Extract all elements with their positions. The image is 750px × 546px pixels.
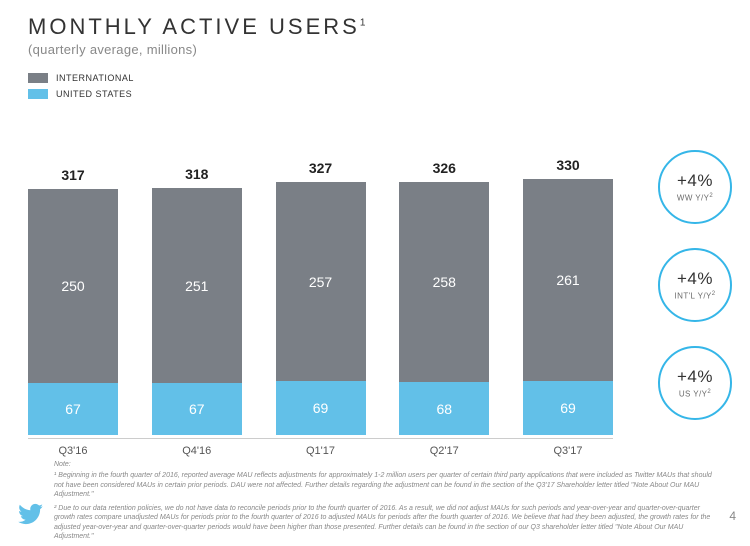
x-axis-label: Q3'17 <box>523 439 613 457</box>
bar-segment-united-states: 67 <box>152 383 242 435</box>
footnote-2: ² Due to our data retention policies, we… <box>54 504 720 542</box>
callouts: +4% WW Y/Y2 +4% INT'L Y/Y2 +4% US Y/Y2 <box>658 150 732 420</box>
bar-stack: 25868 <box>399 182 489 435</box>
bar-segment-international: 258 <box>399 182 489 382</box>
x-axis-label: Q1'17 <box>276 439 366 457</box>
callout-label: US Y/Y2 <box>679 389 711 399</box>
footnotes: Note: ¹ Beginning in the fourth quarter … <box>54 460 720 546</box>
bar-total-label: 317 <box>61 167 84 183</box>
x-axis: Q3'16 Q4'16 Q1'17 Q2'17 Q3'17 <box>28 438 613 457</box>
legend-label: INTERNATIONAL <box>56 73 134 83</box>
note-title: Note: <box>54 460 720 469</box>
bar-column: 326 25868 <box>399 160 489 435</box>
page-title: MONTHLY ACTIVE USERS1 <box>28 14 750 40</box>
bar-segment-international: 250 <box>28 189 118 383</box>
bar-column: 317 25067 <box>28 167 118 435</box>
callout-value: +4% <box>677 171 713 191</box>
page-number: 4 <box>729 509 736 523</box>
x-axis-label: Q3'16 <box>28 439 118 457</box>
legend-item-international: INTERNATIONAL <box>28 73 750 83</box>
bar-column: 318 25167 <box>152 166 242 435</box>
bar-column: 330 26169 <box>523 157 613 435</box>
bar-segment-united-states: 69 <box>523 381 613 435</box>
bar-segment-united-states: 67 <box>28 383 118 435</box>
twitter-bird-icon <box>18 501 44 527</box>
bar-segment-international: 251 <box>152 188 242 383</box>
title-superscript: 1 <box>360 18 369 29</box>
title-text: MONTHLY ACTIVE USERS <box>28 14 360 39</box>
legend-swatch <box>28 89 48 99</box>
bar-stack: 25769 <box>276 182 366 435</box>
page-subtitle: (quarterly average, millions) <box>28 42 750 57</box>
callout-us: +4% US Y/Y2 <box>658 346 732 420</box>
bar-segment-international: 261 <box>523 179 613 382</box>
bar-total-label: 327 <box>309 160 332 176</box>
callout-label: INT'L Y/Y2 <box>675 291 716 301</box>
bar-total-label: 318 <box>185 166 208 182</box>
bar-column: 327 25769 <box>276 160 366 435</box>
x-axis-label: Q4'16 <box>152 439 242 457</box>
bar-total-label: 326 <box>433 160 456 176</box>
callout-ww: +4% WW Y/Y2 <box>658 150 732 224</box>
callout-value: +4% <box>677 269 713 289</box>
footnote-1: ¹ Beginning in the fourth quarter of 201… <box>54 471 720 499</box>
bar-total-label: 330 <box>556 157 579 173</box>
bar-stack: 26169 <box>523 179 613 435</box>
bar-chart: 3172506731825167327257693262586833026169 <box>28 150 613 435</box>
callout-value: +4% <box>677 367 713 387</box>
callout-label: WW Y/Y2 <box>677 193 713 203</box>
bar-stack: 25067 <box>28 189 118 435</box>
bar-stack: 25167 <box>152 188 242 435</box>
legend-swatch <box>28 73 48 83</box>
legend-label: UNITED STATES <box>56 89 132 99</box>
legend: INTERNATIONAL UNITED STATES <box>28 73 750 99</box>
bar-segment-united-states: 69 <box>276 381 366 435</box>
callout-intl: +4% INT'L Y/Y2 <box>658 248 732 322</box>
legend-item-united-states: UNITED STATES <box>28 89 750 99</box>
bar-segment-united-states: 68 <box>399 382 489 435</box>
bar-segment-international: 257 <box>276 182 366 381</box>
x-axis-label: Q2'17 <box>399 439 489 457</box>
